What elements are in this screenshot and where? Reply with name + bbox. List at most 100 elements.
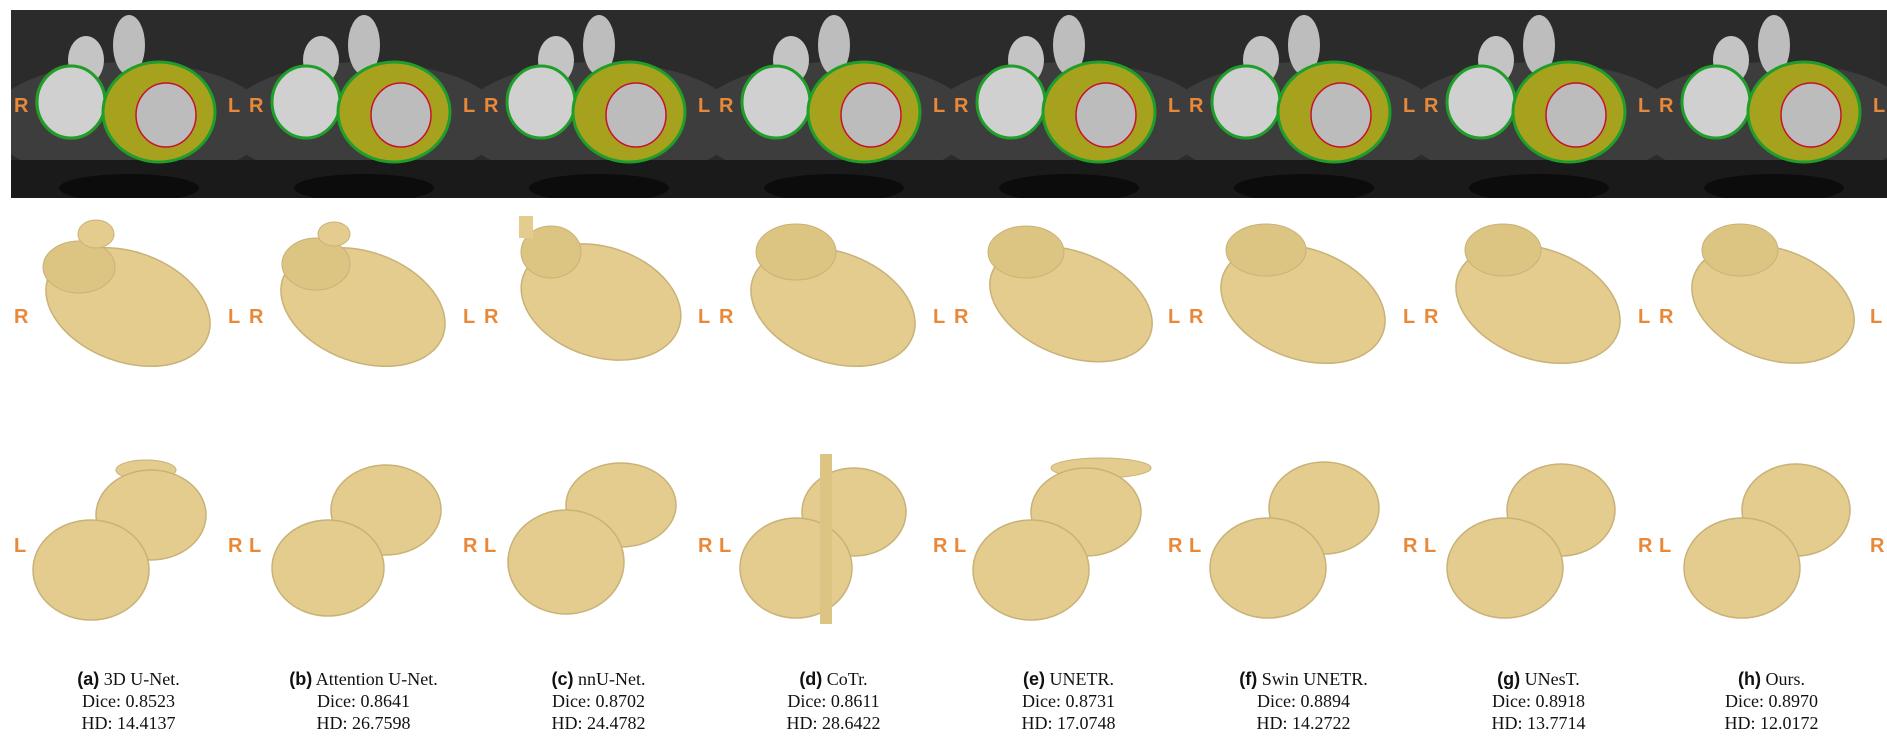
orientation-label-ct-right: L: [1638, 95, 1651, 117]
panel-letter: (g): [1497, 669, 1521, 689]
orientation-label-render-bottom-right: R: [1168, 535, 1183, 557]
dice-score: Dice: 0.8894: [1257, 691, 1350, 711]
orientation-label-render-top-right: L: [463, 306, 476, 328]
orientation-label-render-bottom-right: R: [933, 535, 948, 557]
orientation-label-render-bottom-right: R: [463, 535, 478, 557]
mesh-render-top: [280, 221, 446, 368]
panel-letter: (e): [1023, 669, 1045, 689]
mesh-render-bottom: [271, 464, 442, 617]
mesh-render-bottom: [1209, 461, 1380, 619]
orientation-label-render-top-left: R: [1424, 306, 1439, 328]
orientation-label-render-top-left: R: [484, 306, 499, 328]
orientation-label-render-top-left: R: [249, 306, 264, 328]
hd-score: HD: 24.4782: [551, 713, 646, 733]
orientation-label-ct-left: R: [1659, 95, 1674, 117]
mesh-render-top: [1220, 223, 1386, 365]
orientation-label-render-top-left: R: [954, 306, 969, 328]
mesh-render-bottom: [507, 462, 677, 615]
mesh-render-top: [750, 223, 916, 368]
orientation-label-render-top-right: L: [933, 306, 946, 328]
panel-h: R L R L L R (h) Ours. Dice: 0.8970 HD: 1…: [1656, 0, 1887, 750]
mesh-render-bottom: [32, 459, 207, 621]
hd-score: HD: 26.7598: [316, 713, 411, 733]
orientation-label-render-bottom-left: L: [14, 535, 27, 557]
panel-letter: (h): [1738, 669, 1761, 689]
hd-score: HD: 13.7714: [1491, 713, 1586, 733]
dice-score: Dice: 0.8523: [82, 691, 175, 711]
orientation-label-render-bottom-right: R: [1403, 535, 1418, 557]
orientation-label-ct-right: L: [463, 95, 476, 117]
mesh-render-bottom: [1683, 463, 1851, 619]
hd-score: HD: 14.4137: [81, 713, 176, 733]
panel-caption: (e) UNETR. Dice: 0.8731 HD: 17.0748: [951, 668, 1186, 734]
orientation-label-render-top-left: R: [14, 306, 29, 328]
dice-score: Dice: 0.8702: [552, 691, 645, 711]
orientation-label-ct-right: L: [933, 95, 946, 117]
orientation-label-render-bottom-right: R: [228, 535, 243, 557]
method-name: 3D U-Net.: [103, 669, 180, 689]
hd-score: HD: 14.2722: [1256, 713, 1351, 733]
panel-caption: (b) Attention U-Net. Dice: 0.8641 HD: 26…: [246, 668, 481, 734]
orientation-label-render-bottom-left: L: [954, 535, 967, 557]
method-name: CoTr.: [826, 669, 868, 689]
dice-score: Dice: 0.8641: [317, 691, 410, 711]
orientation-label-ct-left: R: [954, 95, 969, 117]
mesh-render-top: [519, 216, 682, 361]
panel-f: R L R L L R (f) Swin UNETR. Dice: 0.8894…: [1186, 0, 1421, 750]
dice-score: Dice: 0.8918: [1492, 691, 1585, 711]
mesh-render-top: [42, 219, 211, 368]
orientation-label-render-top-right: L: [1638, 306, 1651, 328]
panel-letter: (a): [77, 669, 100, 689]
orientation-label-ct-left: R: [14, 95, 29, 117]
hd-score: HD: 17.0748: [1021, 713, 1116, 733]
ct-slice-image: [716, 10, 951, 198]
orientation-label-render-bottom-left: L: [1424, 535, 1437, 557]
orientation-label-render-bottom-left: L: [1659, 535, 1672, 557]
ct-slice-image: [246, 10, 481, 198]
panel-caption: (a) 3D U-Net. Dice: 0.8523 HD: 14.4137: [11, 668, 246, 734]
orientation-label-ct-left: R: [1189, 95, 1204, 117]
orientation-label-render-top-right: L: [1870, 306, 1883, 328]
orientation-label-render-top-left: R: [1659, 306, 1674, 328]
orientation-label-ct-left: R: [484, 95, 499, 117]
orientation-label-render-top-right: L: [698, 306, 711, 328]
dice-score: Dice: 0.8611: [787, 691, 880, 711]
dice-score: Dice: 0.8731: [1022, 691, 1115, 711]
orientation-label-render-bottom-left: L: [484, 535, 497, 557]
orientation-label-ct-right: L: [228, 95, 241, 117]
orientation-label-ct-right: L: [1403, 95, 1416, 117]
mesh-render-bottom: [739, 454, 907, 624]
orientation-label-render-top-right: L: [228, 306, 241, 328]
ct-slice-image: [11, 10, 246, 198]
method-name: nnU-Net.: [578, 669, 646, 689]
orientation-label-ct-right: L: [698, 95, 711, 117]
panel-caption: (f) Swin UNETR. Dice: 0.8894 HD: 14.2722: [1186, 668, 1421, 734]
orientation-label-render-top-right: L: [1403, 306, 1416, 328]
ct-slice-image: [481, 10, 716, 198]
orientation-label-render-top-left: R: [719, 306, 734, 328]
panel-a: R L R L L R (a) 3D U-Net. Dice: 0.8523 H…: [11, 0, 246, 750]
panel-e: R L R L L R (e) UNETR. Dice: 0.8731 HD: …: [951, 0, 1186, 750]
orientation-label-render-bottom-right: R: [1638, 535, 1653, 557]
panel-caption: (d) CoTr. Dice: 0.8611 HD: 28.6422: [716, 668, 951, 734]
panel-letter: (f): [1239, 669, 1258, 689]
method-name: Ours.: [1765, 669, 1805, 689]
panel-c: R L R L L R (c) nnU-Net. Dice: 0.8702 HD…: [481, 0, 716, 750]
orientation-label-render-top-left: R: [1189, 306, 1204, 328]
panel-letter: (b): [289, 669, 313, 689]
orientation-label-render-top-right: L: [1168, 306, 1181, 328]
mesh-render-top: [987, 225, 1153, 363]
ct-slice-image: [951, 10, 1186, 198]
panel-letter: (c): [551, 669, 574, 689]
orientation-label-ct-right: L: [1168, 95, 1181, 117]
method-name: UNesT.: [1524, 669, 1580, 689]
panel-caption: (g) UNesT. Dice: 0.8918 HD: 13.7714: [1421, 668, 1656, 734]
orientation-label-render-bottom-right: R: [1870, 535, 1885, 557]
method-name: Attention U-Net.: [315, 669, 438, 689]
hd-score: HD: 28.6422: [786, 713, 881, 733]
mesh-render-bottom: [972, 457, 1152, 621]
orientation-label-render-bottom-left: L: [719, 535, 732, 557]
mesh-render-bottom: [1446, 463, 1616, 619]
mesh-render-top: [1455, 223, 1621, 365]
